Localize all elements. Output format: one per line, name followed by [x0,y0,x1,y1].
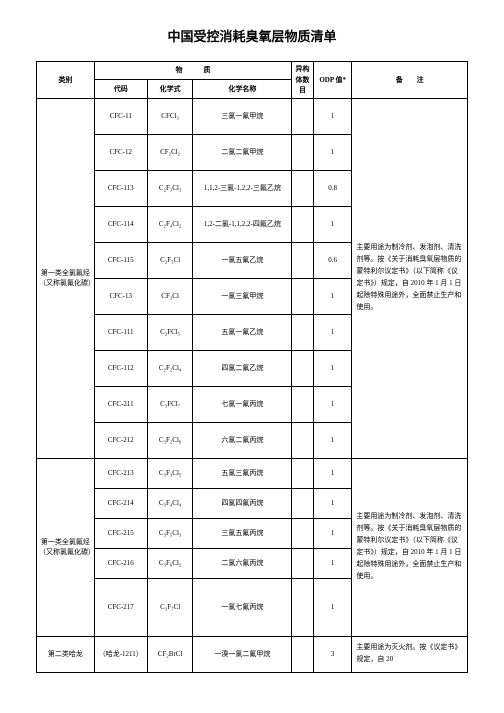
code: CFC-111 [94,314,147,350]
formula: C₂F₅Cl [147,242,193,278]
code: CFC-113 [94,170,147,206]
iso [292,134,314,170]
name: 七氯一氟丙烷 [193,386,292,422]
name: 四氯二氟乙烷 [193,350,292,386]
remark: 主要用途为灭火剂。按《议定书》规定，自 20 [352,636,468,672]
th-isomers: 异构体数目 [292,62,314,99]
cat-cell: 第一类全氯氟烃（又称氯氟化碳） [37,458,95,636]
remark: 主要用途为制冷剂、发泡剂、清洗剂等。按《关于消耗臭氧层物质的蒙特利尔议定书》（以… [352,458,468,636]
iso [292,386,314,422]
name: 五氯三氟丙烷 [193,458,292,488]
odp: 1 [313,98,352,134]
code: （哈龙-1211） [94,636,147,672]
name: 1,2-二氯-1,1,2,2-四氟乙烷 [193,206,292,242]
name: 一溴一氯二氟甲烷 [193,636,292,672]
formula: CF₃Cl [147,278,193,314]
odp: 1 [313,350,352,386]
iso [292,242,314,278]
formula: C₃F₄Cl₄ [147,488,193,518]
formula: C₃F₆Cl₂ [147,548,193,578]
iso [292,314,314,350]
th-odp: ODP 值* [313,62,352,99]
code: CFC-216 [94,548,147,578]
formula: C₂F₃Cl₃ [147,170,193,206]
odp: 1 [313,548,352,578]
code: CFC-211 [94,386,147,422]
iso [292,488,314,518]
code: CFC-217 [94,578,147,636]
name: 二氯二氟甲烷 [193,134,292,170]
odp: 1 [313,488,352,518]
formula: C₃FCl₇ [147,386,193,422]
name: 一氯三氟甲烷 [193,278,292,314]
th-name: 化学名称 [193,80,292,98]
th-substance: 物 质 [94,62,291,80]
substance-table: 类别 物 质 异构体数目 ODP 值* 备 注 代码 化学式 化学名称 第一类全… [36,61,468,673]
iso [292,458,314,488]
odp: 1 [313,314,352,350]
page-title: 中国受控消耗臭氧层物质清单 [36,26,468,45]
odp: 1 [313,518,352,548]
code: CFC-13 [94,278,147,314]
name: 六氯二氟丙烷 [193,422,292,458]
cat-cell: 第二类哈龙 [37,636,95,672]
name: 五氯一氟乙烷 [193,314,292,350]
formula: C₂FCl₅ [147,314,193,350]
th-formula: 化学式 [147,80,193,98]
name: 一氯七氟丙烷 [193,578,292,636]
odp: 0.8 [313,170,352,206]
iso [292,206,314,242]
th-code: 代码 [94,80,147,98]
odp: 1 [313,386,352,422]
iso [292,98,314,134]
iso [292,578,314,636]
iso [292,278,314,314]
odp: 1 [313,578,352,636]
code: CFC-115 [94,242,147,278]
odp: 1 [313,422,352,458]
code: CFC-213 [94,458,147,488]
name: 1,1,2-三氯-1,2,2-三氟乙烷 [193,170,292,206]
name: 四氯四氟丙烷 [193,488,292,518]
formula: C₂F₂Cl₄ [147,350,193,386]
iso [292,518,314,548]
odp: 3 [313,636,352,672]
odp: 1 [313,206,352,242]
code: CFC-215 [94,518,147,548]
code: CFC-112 [94,350,147,386]
odp: 1 [313,134,352,170]
code: CFC-114 [94,206,147,242]
name: 一氯五氟乙烷 [193,242,292,278]
odp: 1 [313,458,352,488]
odp: 1 [313,278,352,314]
iso [292,636,314,672]
formula: C₂F₄Cl₂ [147,206,193,242]
name: 三氯一氟甲烷 [193,98,292,134]
odp: 0.6 [313,242,352,278]
cat-cell: 第一类全氯氟烃（又称氯氟化碳） [37,98,95,458]
name: 二氯六氟丙烷 [193,548,292,578]
th-remarks: 备 注 [352,62,468,99]
iso [292,170,314,206]
formula: C₃F₂Cl₆ [147,422,193,458]
iso [292,548,314,578]
formula: C₃F₇Cl [147,578,193,636]
iso [292,350,314,386]
formula: C₃F₅Cl₃ [147,518,193,548]
iso [292,422,314,458]
name: 三氯五氟丙烷 [193,518,292,548]
formula: C₃F₃Cl₅ [147,458,193,488]
formula: CF₂BrCl [147,636,193,672]
code: CFC-212 [94,422,147,458]
formula: CF₂Cl₂ [147,134,193,170]
formula: CFCl₃ [147,98,193,134]
remark: 主要用途为制冷剂、发泡剂、清洗剂等。按《关于消耗臭氧层物质的蒙特利尔议定书》（以… [352,98,468,458]
code: CFC-12 [94,134,147,170]
code: CFC-11 [94,98,147,134]
code: CFC-214 [94,488,147,518]
th-category: 类别 [37,62,95,99]
